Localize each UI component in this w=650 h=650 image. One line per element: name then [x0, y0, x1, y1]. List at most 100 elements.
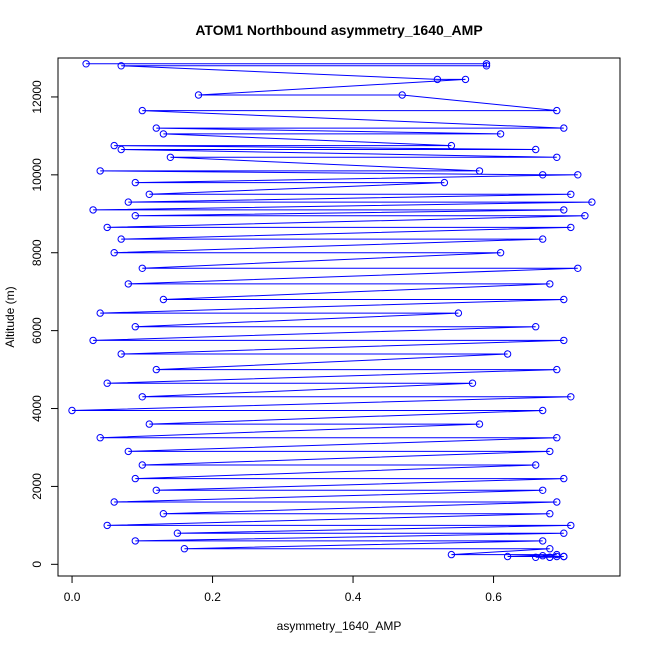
- y-tick-label: 10000: [30, 158, 44, 192]
- data-point: [131, 178, 140, 187]
- data-point: [567, 521, 575, 530]
- y-tick-label: 2000: [30, 473, 44, 500]
- x-tick-label: 0.6: [485, 590, 502, 604]
- y-tick-label: 8000: [30, 239, 44, 266]
- data-point: [152, 486, 161, 494]
- data-point: [138, 264, 147, 272]
- data-point: [574, 264, 582, 272]
- data-point: [482, 60, 491, 68]
- data-point: [560, 552, 568, 561]
- x-axis: 0.0 0.2 0.4 0.6: [64, 575, 502, 604]
- data-point: [96, 434, 104, 442]
- data-point: [194, 91, 203, 99]
- data-point: [560, 124, 568, 132]
- x-tick-label: 0.4: [345, 590, 362, 604]
- data-point: [159, 295, 168, 304]
- data-point: [117, 235, 125, 243]
- data-point: [539, 537, 547, 545]
- data-point: [103, 379, 111, 387]
- plot-frame: [57, 57, 621, 577]
- data-point: [166, 153, 175, 162]
- series-line: [71, 63, 592, 558]
- y-axis: 0 2000 4000 6000 8000 10000 12000: [30, 80, 59, 568]
- data-point: [560, 336, 568, 345]
- data-point: [454, 309, 463, 317]
- data-point: [553, 365, 561, 374]
- data-point: [138, 461, 147, 469]
- data-point: [124, 447, 133, 456]
- data-point: [461, 75, 470, 84]
- data-point: [532, 461, 540, 469]
- data-point: [503, 350, 512, 358]
- data-point: [539, 171, 547, 179]
- x-tick-label: 0.0: [64, 590, 81, 604]
- series-layer: [68, 60, 596, 561]
- data-point: [398, 91, 406, 99]
- data-point: [546, 510, 554, 518]
- y-tick-label: 0: [30, 561, 44, 568]
- data-point: [546, 553, 554, 561]
- data-point: [496, 130, 505, 138]
- data-point: [539, 552, 547, 560]
- data-point: [110, 249, 118, 257]
- data-point: [532, 553, 540, 561]
- data-point: [117, 62, 125, 70]
- data-point: [588, 198, 596, 206]
- data-point: [560, 474, 568, 483]
- data-point: [152, 124, 161, 132]
- chart-title: ATOM1 Northbound asymmetry_1640_AMP: [195, 22, 482, 38]
- data-point: [110, 498, 118, 506]
- data-point: [468, 379, 477, 387]
- data-point: [131, 474, 140, 483]
- data-point: [560, 295, 568, 304]
- data-point: [567, 393, 575, 401]
- data-point: [68, 406, 76, 415]
- data-point: [159, 510, 168, 518]
- x-tick-label: 0.2: [204, 590, 221, 604]
- data-point: [482, 62, 491, 70]
- data-point: [96, 309, 104, 317]
- data-point: [152, 365, 161, 374]
- data-point: [546, 545, 554, 553]
- data-point: [567, 223, 575, 232]
- x-axis-label: asymmetry_1640_AMP: [277, 619, 402, 633]
- data-point: [553, 153, 561, 162]
- data-point: [145, 190, 154, 199]
- data-point: [440, 178, 449, 187]
- data-point: [173, 529, 182, 537]
- data-point: [159, 130, 168, 138]
- data-point: [447, 550, 456, 559]
- data-point: [124, 280, 133, 288]
- data-point: [553, 498, 561, 506]
- data-point: [475, 167, 484, 175]
- data-point: [553, 552, 561, 561]
- data-point: [539, 486, 547, 494]
- data-point: [532, 323, 540, 331]
- data-point: [131, 537, 140, 545]
- data-point: [138, 393, 147, 401]
- data-point: [145, 420, 154, 428]
- data-point: [96, 167, 104, 175]
- data-point: [503, 552, 512, 561]
- data-point: [546, 280, 554, 288]
- data-point: [131, 323, 140, 331]
- y-tick-label: 6000: [30, 317, 44, 344]
- data-point: [539, 235, 547, 243]
- data-point: [553, 550, 561, 559]
- data-point: [560, 206, 568, 214]
- data-point: [138, 106, 147, 115]
- y-tick-label: 4000: [30, 395, 44, 422]
- data-point: [496, 249, 505, 257]
- data-point: [546, 447, 554, 456]
- data-point: [560, 529, 568, 537]
- data-point: [567, 190, 575, 199]
- data-point: [574, 171, 582, 179]
- data-point: [117, 145, 125, 154]
- y-axis-label: Altitude (m): [3, 286, 17, 347]
- data-point: [581, 212, 589, 220]
- data-point: [180, 545, 189, 553]
- data-point: [103, 223, 111, 232]
- data-point: [89, 206, 97, 214]
- y-tick-label: 12000: [30, 80, 44, 114]
